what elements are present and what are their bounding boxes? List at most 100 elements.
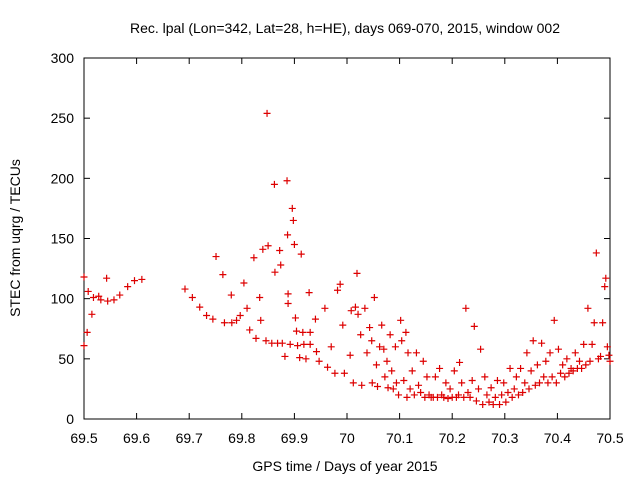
data-point [353, 269, 361, 277]
data-point [552, 379, 560, 387]
data-point [521, 379, 529, 387]
data-point [455, 391, 463, 399]
data-point [606, 357, 614, 365]
x-tick-label: 70.1 [386, 430, 413, 446]
data-point [278, 339, 286, 347]
data-point [252, 334, 260, 342]
data-point [514, 391, 522, 399]
data-point [586, 357, 594, 365]
data-point [402, 328, 410, 336]
data-point [196, 303, 204, 311]
data-point [327, 343, 335, 351]
data-point [569, 367, 577, 375]
data-point [383, 357, 391, 365]
data-point [80, 342, 88, 350]
data-point [103, 274, 111, 282]
data-point [404, 349, 412, 357]
data-point [284, 290, 292, 298]
data-point [257, 316, 265, 324]
x-tick-label: 70.4 [544, 430, 571, 446]
x-tick-label: 70.2 [439, 430, 466, 446]
x-tick-label: 70.5 [596, 430, 623, 446]
data-point [354, 310, 362, 318]
data-point [271, 268, 279, 276]
data-point [315, 357, 323, 365]
data-point [529, 337, 537, 345]
x-axis-label: GPS time / Days of year 2015 [252, 458, 437, 474]
data-point [104, 297, 112, 305]
data-point [419, 357, 427, 365]
data-point [391, 343, 399, 351]
data-point [306, 340, 314, 348]
data-point [548, 373, 556, 381]
data-point [523, 349, 531, 357]
data-point [246, 326, 254, 334]
data-point [233, 316, 241, 324]
data-point [220, 319, 228, 327]
data-point [97, 296, 105, 304]
data-point [283, 177, 291, 185]
y-tick-label: 150 [51, 231, 75, 247]
data-point [464, 389, 472, 397]
data-point [95, 292, 103, 300]
data-point [481, 373, 489, 381]
data-point [386, 331, 394, 339]
data-point [542, 357, 550, 365]
data-point [563, 355, 571, 363]
data-point [517, 364, 525, 372]
x-tick-label: 70 [339, 430, 355, 446]
data-point [458, 379, 466, 387]
data-point [554, 345, 562, 353]
data-point [289, 216, 297, 224]
x-axis: 69.5 69.6 69.7 69.8 69.9 70 70.1 70.2 70.3 70.4 70… [70, 58, 624, 446]
data-point [477, 345, 485, 353]
data-point [84, 287, 92, 295]
data-point [603, 343, 611, 351]
data-point [138, 275, 146, 283]
data-point [460, 393, 468, 401]
data-point [336, 280, 344, 288]
data-point [575, 357, 583, 365]
data-point [270, 180, 278, 188]
data-point [240, 279, 248, 287]
data-point [475, 385, 482, 393]
data-point [351, 303, 359, 311]
data-point [410, 391, 418, 399]
data-point [446, 385, 454, 393]
data-point [203, 312, 211, 320]
x-tick-label: 70.3 [491, 430, 518, 446]
data-point [506, 364, 514, 372]
data-point [423, 373, 431, 381]
data-point [559, 361, 567, 369]
x-tick-label: 69.6 [123, 430, 150, 446]
data-point [468, 376, 476, 384]
data-point [311, 315, 319, 323]
data-point [582, 361, 590, 369]
data-point [493, 376, 501, 384]
data-point [227, 291, 235, 299]
data-point [89, 293, 97, 301]
data-point [400, 376, 408, 384]
data-point [602, 274, 610, 282]
data-point [389, 385, 397, 393]
data-point [403, 393, 411, 401]
data-point [557, 369, 565, 377]
y-tick-label: 300 [51, 50, 75, 66]
y-axis-label: STEC from uqrg / TECUs [7, 159, 23, 317]
data-point [361, 304, 369, 312]
data-point [508, 393, 516, 401]
data-point [502, 398, 510, 406]
data-point [228, 319, 236, 327]
data-point [374, 383, 382, 391]
data-point [398, 337, 406, 345]
data-point [83, 328, 91, 336]
data-point [584, 304, 592, 312]
data-point [415, 381, 423, 389]
data-point [538, 339, 546, 347]
data-point [496, 401, 504, 409]
data-point [565, 369, 573, 377]
data-point [395, 391, 403, 399]
data-point [256, 293, 264, 301]
data-point [363, 349, 371, 357]
